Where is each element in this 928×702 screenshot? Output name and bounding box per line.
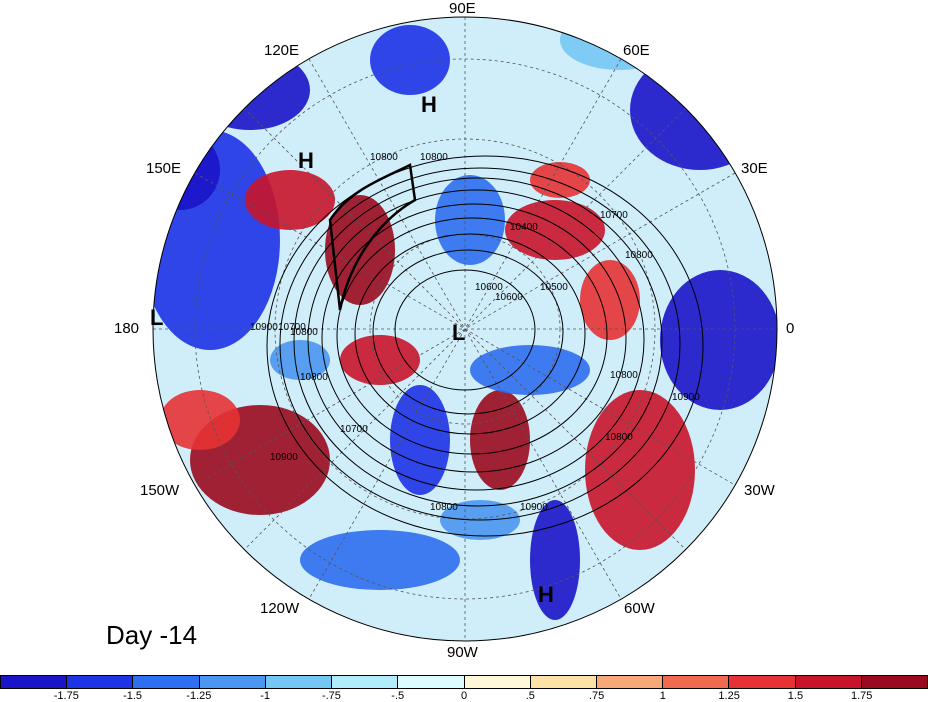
colorbar-tick: .75 bbox=[588, 690, 605, 702]
colorbar-segment bbox=[795, 676, 862, 688]
colorbar-tick: -1.25 bbox=[186, 690, 212, 702]
anomaly-patch bbox=[190, 50, 310, 130]
contour-label: 10800 bbox=[290, 327, 318, 338]
colorbar-segment bbox=[1, 676, 68, 688]
contour-label: 10800 bbox=[420, 152, 448, 163]
contour-label: 10900 bbox=[250, 322, 278, 333]
colorbar-tick: -.75 bbox=[321, 690, 341, 702]
lon-label-60e: 60E bbox=[623, 42, 650, 59]
graticule bbox=[153, 17, 777, 641]
colorbar-segment bbox=[530, 676, 597, 688]
anomaly-patch bbox=[245, 170, 335, 230]
anomaly-patch bbox=[470, 390, 530, 490]
contour-label: 10900 bbox=[672, 392, 700, 403]
lon-label-120w: 120W bbox=[260, 600, 300, 617]
anomaly-patch bbox=[340, 335, 420, 385]
height-contours bbox=[266, 155, 704, 537]
lon-label-90e: 90E bbox=[449, 0, 476, 17]
contour-label: 10400 bbox=[510, 222, 538, 233]
anomaly-patch bbox=[630, 50, 770, 170]
contour-label: 10800 bbox=[625, 250, 653, 261]
contour-label: 10800 bbox=[430, 502, 458, 513]
colorbar-tick: -1 bbox=[260, 690, 271, 702]
anomaly-patch bbox=[530, 500, 580, 620]
lon-label-30e: 30E bbox=[741, 160, 768, 177]
day-label: Day -14 bbox=[106, 620, 198, 650]
colorbar-tick: 1.5 bbox=[787, 690, 804, 702]
colorbar-tick: 0 bbox=[460, 690, 468, 702]
contour-label: 10700 bbox=[278, 322, 306, 333]
anomaly-patch bbox=[505, 200, 605, 260]
contour-label: 10700 bbox=[340, 424, 368, 435]
high-marker: H bbox=[538, 582, 554, 607]
map-border bbox=[152, 16, 778, 642]
colorbar-segment bbox=[861, 676, 928, 688]
contour-label: 10900 bbox=[520, 502, 548, 513]
lon-label-60w: 60W bbox=[624, 600, 655, 617]
lon-label-90w: 90W bbox=[447, 644, 478, 661]
colorbar bbox=[0, 675, 928, 689]
colorbar-segment bbox=[398, 676, 465, 688]
contour-label: 10800 bbox=[605, 432, 633, 443]
anomaly-patch bbox=[270, 340, 330, 380]
colorbar-tick: 1.75 bbox=[850, 690, 873, 702]
contour-label: 10700 bbox=[600, 210, 628, 221]
lon-label-30w: 30W bbox=[744, 482, 775, 499]
low-marker: L bbox=[150, 305, 164, 330]
lon-label-0: 0 bbox=[786, 320, 795, 337]
colorbar-segment bbox=[199, 676, 266, 688]
colorbar-segment bbox=[133, 676, 200, 688]
anomaly-patch bbox=[660, 270, 777, 410]
contour-label: 10500 bbox=[540, 282, 568, 293]
colorbar-tick: -1.5 bbox=[123, 690, 143, 702]
anomaly-patch bbox=[370, 25, 450, 95]
anomaly-patch bbox=[435, 175, 505, 265]
anomaly-patch bbox=[580, 260, 640, 340]
anomaly-patch bbox=[160, 390, 240, 450]
contour-label: 10800 bbox=[300, 372, 328, 383]
colorbar-tick: 1.25 bbox=[718, 690, 740, 702]
contour-label: 10600 bbox=[495, 292, 523, 303]
colorbar-segment bbox=[67, 676, 134, 688]
colorbar-segment bbox=[663, 676, 730, 688]
anomaly-patch bbox=[585, 390, 695, 550]
colorbar-segment bbox=[265, 676, 333, 688]
colorbar-segment bbox=[596, 676, 664, 688]
colorbar-tick: -.5 bbox=[391, 690, 405, 702]
anomaly-patch bbox=[300, 530, 460, 590]
high-marker: H bbox=[298, 148, 314, 173]
colorbar-tick: -1.75 bbox=[53, 690, 79, 702]
lon-label-180: 180 bbox=[114, 320, 140, 337]
lon-label-150w: 150W bbox=[140, 482, 180, 499]
colorbar-tick: 1 bbox=[659, 690, 666, 702]
contour-label: 10800 bbox=[370, 152, 398, 163]
low-marker: L bbox=[452, 320, 466, 345]
lon-label-150e: 150E bbox=[146, 160, 182, 177]
colorbar-tick: .5 bbox=[525, 690, 535, 702]
anomaly-patch bbox=[390, 385, 450, 495]
colorbar-segment bbox=[332, 676, 399, 688]
colorbar-segment bbox=[464, 676, 531, 688]
colorbar-segment bbox=[729, 676, 796, 688]
contour-label: 10900 bbox=[270, 452, 298, 463]
contour-label: 10800 bbox=[610, 370, 638, 381]
contour-label: 10600 bbox=[475, 282, 503, 293]
high-marker: H bbox=[421, 92, 437, 117]
lon-label-120e: 120E bbox=[264, 42, 300, 59]
